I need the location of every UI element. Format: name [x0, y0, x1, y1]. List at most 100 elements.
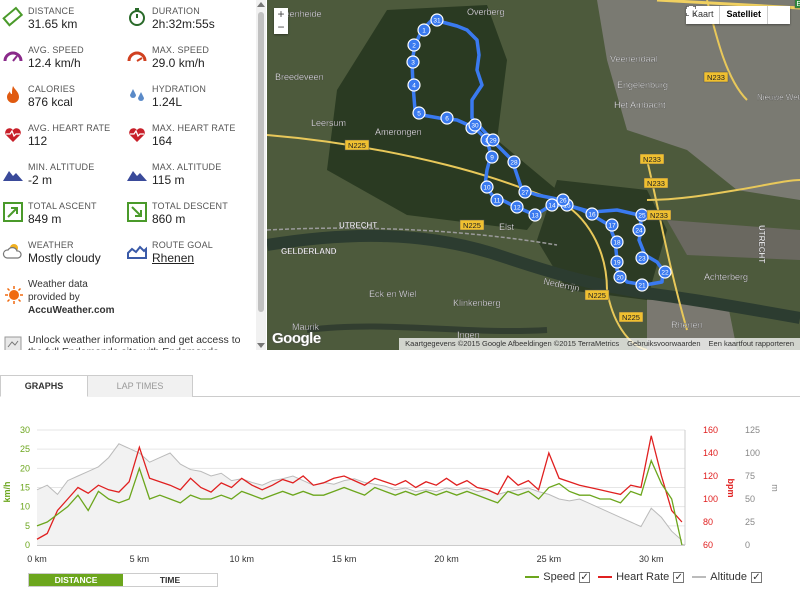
route-marker[interactable]: 30: [468, 118, 482, 132]
route-marker[interactable]: 3: [406, 55, 420, 69]
route-marker[interactable]: 26: [556, 193, 570, 207]
map-attribution: Kaartgegevens ©2015 Google Afbeeldingen …: [399, 338, 800, 350]
route-marker-label: 15: [563, 203, 571, 210]
map-place-label: Overberg: [467, 7, 505, 17]
route-marker[interactable]: 19: [610, 255, 624, 269]
map-place-label: UTRECHT: [339, 221, 377, 230]
weather-note-line1: Weather data: [28, 279, 88, 290]
route-marker[interactable]: 11: [490, 193, 504, 207]
route-marker-label: 2: [412, 43, 416, 50]
route-marker[interactable]: 28: [507, 155, 521, 169]
legend-checkbox[interactable]: ✓: [579, 571, 591, 583]
stats-scrollbar[interactable]: [256, 0, 266, 350]
left-axis-tick: 25: [20, 444, 30, 454]
legend-item-speed: Speed ✓: [525, 571, 591, 583]
altitude-line: [36, 443, 683, 541]
route-marker[interactable]: 22: [658, 265, 672, 279]
route-marker[interactable]: 5: [412, 106, 426, 120]
stat-value: 849 m: [28, 212, 62, 226]
x-axis-tick: 15 km: [332, 554, 357, 564]
accuweather-link[interactable]: AccuWeather.com: [28, 305, 115, 316]
altitude-axis-tick: 50: [745, 494, 755, 504]
map-place-label: Rhenen: [671, 320, 703, 330]
map-place-label: Klinkenberg: [453, 298, 501, 308]
route-marker[interactable]: 2: [407, 38, 421, 52]
route-marker[interactable]: 9: [485, 150, 499, 164]
stat-value: 29.0 km/h: [152, 56, 205, 70]
route-marker[interactable]: 1: [417, 23, 431, 37]
x-axis-toggle: DISTANCE TIME: [28, 573, 218, 587]
stat-label: TOTAL DESCENT: [152, 201, 228, 211]
route-marker[interactable]: 4: [407, 78, 421, 92]
route-marker-label: 1: [422, 28, 426, 35]
route-marker[interactable]: 27: [518, 185, 532, 199]
route-marker[interactable]: 6: [440, 111, 454, 125]
legend-checkbox[interactable]: ✓: [751, 571, 762, 583]
route-marker[interactable]: 25: [635, 208, 649, 222]
stat-value: 112: [28, 134, 48, 148]
route-marker[interactable]: 16: [585, 207, 599, 221]
map-town-achterberg: [667, 220, 800, 260]
toggle-time-button[interactable]: TIME: [123, 574, 217, 586]
legend-checkbox[interactable]: ✓: [673, 571, 685, 583]
speed-line: [36, 458, 683, 546]
tab-lap-times[interactable]: LAP TIMES: [88, 375, 193, 397]
road-shield: N233: [639, 153, 665, 165]
route-marker[interactable]: 14: [545, 198, 559, 212]
route-marker[interactable]: 24: [632, 223, 646, 237]
map-type-kaart-button[interactable]: Kaart: [685, 6, 721, 24]
route-marker[interactable]: 13: [528, 208, 542, 222]
zoom-in-button[interactable]: +: [277, 7, 285, 21]
weather-note-line2: provided by: [28, 292, 80, 303]
route-marker[interactable]: 23: [635, 251, 649, 265]
stat-value: 115 m: [152, 173, 185, 187]
map-river-lek-branch: [306, 323, 548, 335]
route-marker[interactable]: 21: [635, 278, 649, 292]
map-place-label: Ingen: [457, 330, 480, 340]
scroll-thumb[interactable]: [258, 12, 264, 312]
toggle-distance-button[interactable]: DISTANCE: [29, 574, 123, 586]
report-map-error-link[interactable]: Een kaartfout rapporteren: [708, 339, 794, 348]
map-place-label: Elst: [499, 222, 515, 232]
stat-max-alt: MAX. ALTITUDE 115 m: [124, 156, 248, 194]
road-shield: N233: [646, 209, 672, 221]
tab-graphs[interactable]: GRAPHS: [0, 375, 88, 397]
route-marker[interactable]: 31: [430, 13, 444, 27]
route-marker-label: 14: [548, 203, 556, 210]
route-marker[interactable]: 29: [486, 133, 500, 147]
left-axis-tick: 15: [20, 483, 30, 493]
stat-value[interactable]: Rhenen: [152, 251, 195, 265]
hr-axis-label: bpm: [726, 479, 736, 498]
altitude-axis-tick: 0: [745, 540, 750, 550]
scroll-up-icon[interactable]: [257, 2, 265, 7]
legend-item-altitude: Altitude ✓: [692, 571, 762, 583]
terms-link[interactable]: Gebruiksvoorwaarden: [627, 339, 701, 348]
satellite-map-canvas[interactable]: 3112345678910111213141516171819202122232…: [267, 0, 800, 350]
route-marker[interactable]: 17: [605, 218, 619, 232]
stat-label: DISTANCE: [28, 6, 75, 16]
route-marker[interactable]: 18: [610, 235, 624, 249]
stat-calories: CALORIES 876 kcal: [0, 78, 124, 116]
route-map-icon: [127, 245, 147, 259]
road-shield: N233: [703, 71, 729, 83]
fullscreen-button[interactable]: [685, 6, 790, 24]
route-marker[interactable]: 10: [480, 180, 494, 194]
route-marker[interactable]: 12: [510, 200, 524, 214]
stat-descent: TOTAL DESCENT 860 m: [124, 195, 248, 233]
stat-min-alt: MIN. ALTITUDE -2 m: [0, 156, 124, 194]
left-axis-tick: 20: [20, 463, 30, 473]
route-map[interactable]: 3112345678910111213141516171819202122232…: [267, 0, 800, 350]
altitude-area: [37, 443, 682, 545]
stat-label: MIN. ALTITUDE: [28, 162, 95, 172]
road-shield-label: N233: [643, 155, 661, 164]
stat-value: 2h:32m:55s: [152, 17, 215, 31]
map-place-label: Veenheide: [279, 9, 322, 19]
unlock-weather-promo[interactable]: Unlock weather information and get acces…: [28, 334, 241, 350]
mountain-icon: [3, 171, 23, 181]
scroll-down-icon[interactable]: [257, 343, 265, 348]
route-marker[interactable]: 20: [613, 270, 627, 284]
route-marker-label: 9: [490, 155, 494, 162]
zoom-out-button[interactable]: −: [277, 20, 285, 34]
map-type-satellite-button[interactable]: Satelliet: [720, 6, 768, 24]
map-place-label: Achterberg: [704, 272, 748, 282]
